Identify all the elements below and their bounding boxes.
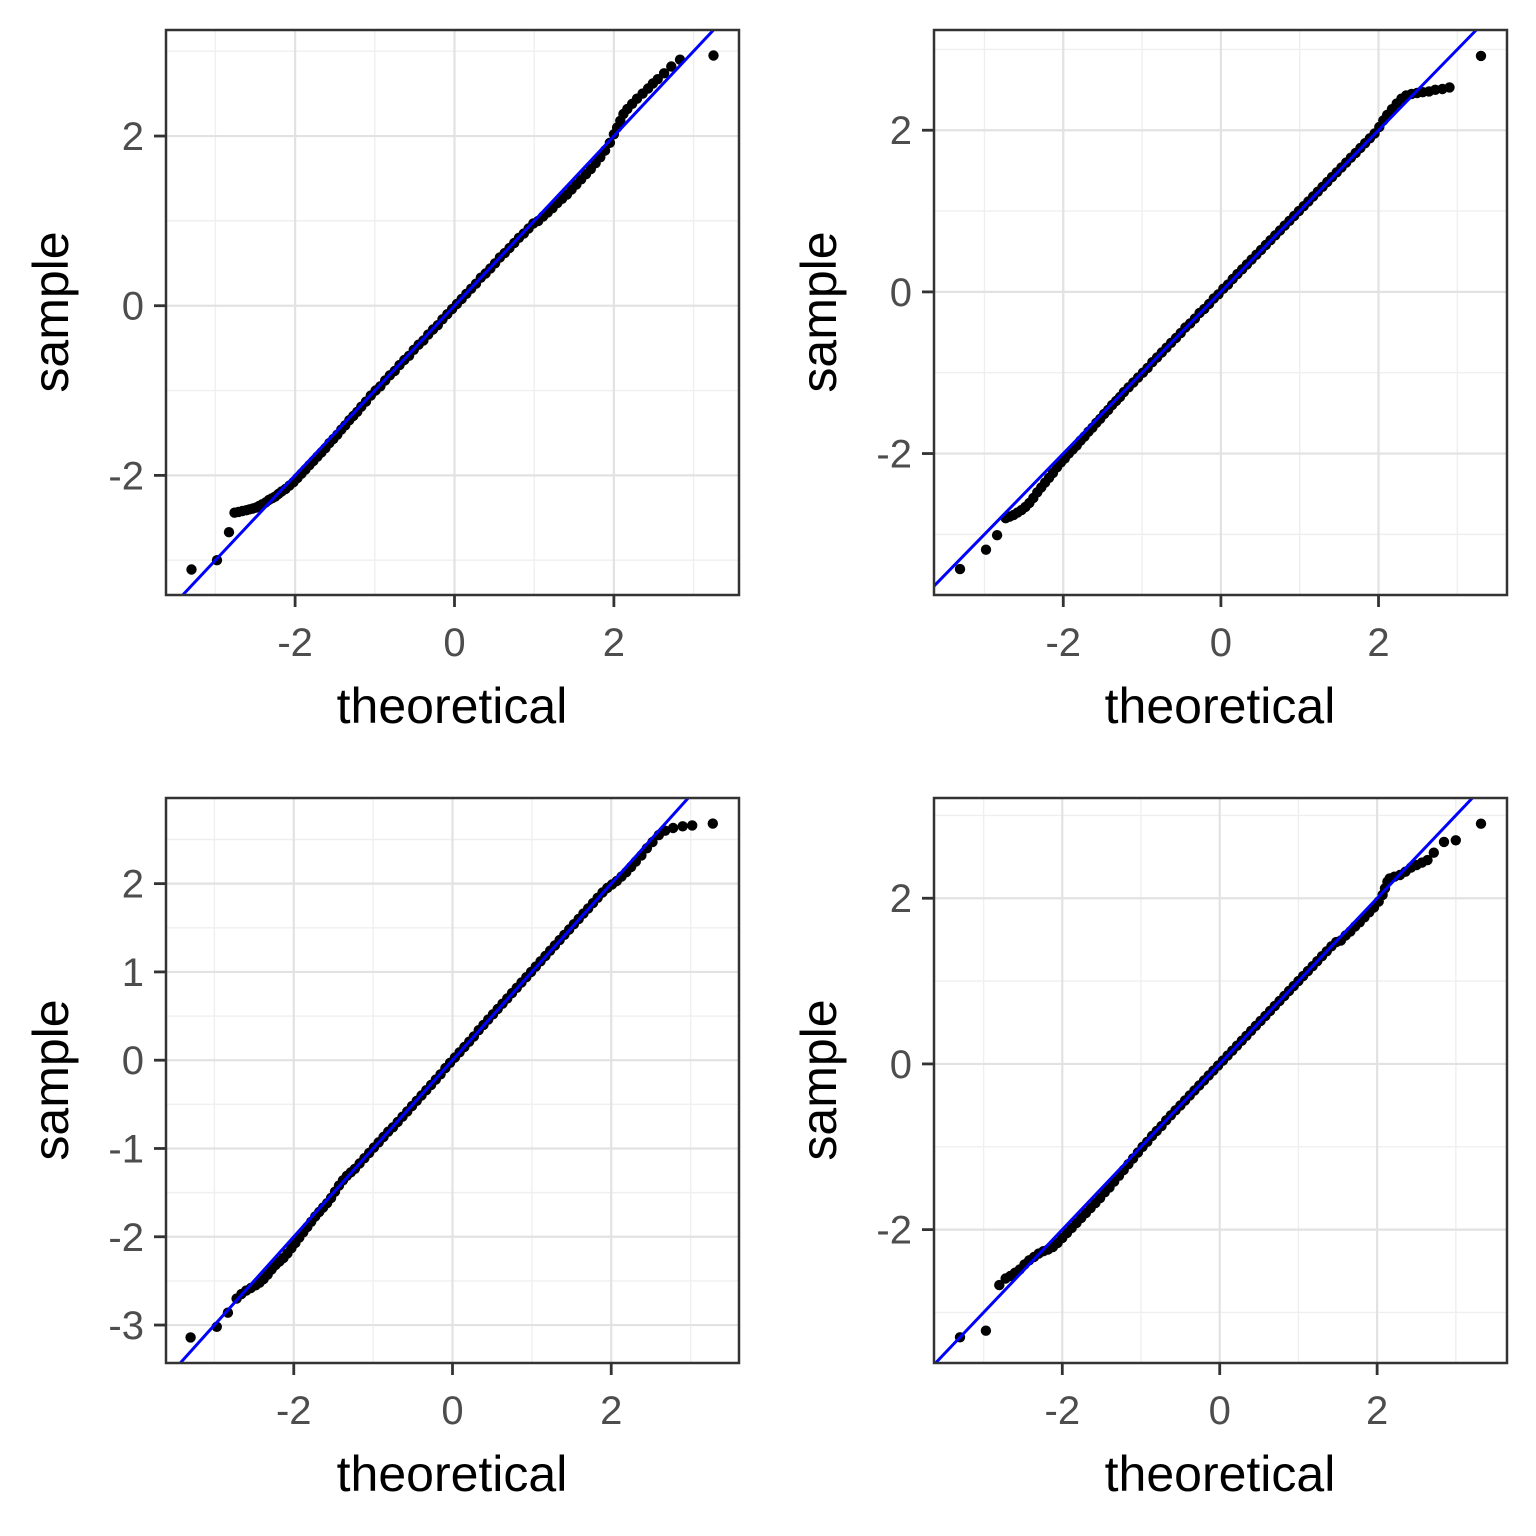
reference-line [179, 796, 690, 1365]
x-tick-label: -2 [277, 621, 313, 665]
data-point [980, 1325, 992, 1336]
data-point [708, 50, 719, 61]
x-tick-label: 0 [441, 1389, 463, 1433]
reference-line [932, 28, 1478, 588]
x-tick-label: 2 [1367, 621, 1389, 665]
qq-panel-bottom-right: -2 0 2 -2 0 2 theoretical sample [768, 768, 1536, 1536]
panel-border [164, 28, 741, 597]
qq-panel-top-right: -2 0 2 -2 0 2 theoretical sample [768, 0, 1536, 768]
x-tick-label: 2 [600, 1389, 622, 1433]
data-point [186, 564, 197, 575]
y-tick-label: 0 [890, 1043, 912, 1087]
data-point [991, 530, 1003, 541]
y-tick-label: -3 [108, 1304, 144, 1348]
y-tick-label: 2 [122, 115, 144, 159]
x-axis-title: theoretical [1105, 678, 1336, 734]
y-axis-title: sample [791, 231, 847, 392]
data-point [667, 822, 679, 834]
data-point [222, 1307, 234, 1318]
reference-line [181, 28, 715, 597]
x-tick-label: 2 [1366, 1389, 1388, 1433]
x-tick-label: -2 [276, 1389, 312, 1433]
x-tick-label: -2 [1045, 621, 1081, 665]
y-tick-label: 1 [122, 951, 144, 995]
y-axis-title: sample [791, 999, 847, 1160]
data-point [223, 527, 235, 538]
x-axis-title: theoretical [337, 1446, 568, 1502]
y-tick-label: -2 [108, 454, 144, 498]
qq-panel-top-left: -2 0 2 -2 0 2 theoretical sample [0, 0, 768, 768]
data-point [1475, 818, 1487, 829]
y-tick-label: -1 [108, 1127, 144, 1171]
y-tick-label: 0 [122, 285, 144, 329]
reference-line [934, 796, 1474, 1365]
qq-plot-canvas-top-left: -2 0 2 -2 0 2 theoretical sample [23, 28, 741, 734]
data-point [687, 820, 698, 831]
data-point [994, 1279, 1005, 1291]
y-tick-label: 2 [890, 109, 912, 153]
y-tick-label: 2 [122, 863, 144, 907]
x-tick-label: -2 [1045, 1389, 1081, 1433]
y-axis-title: sample [23, 231, 79, 392]
data-point [1450, 835, 1461, 846]
x-tick-label: 0 [443, 621, 465, 665]
data-point [666, 61, 677, 72]
qq-plot-canvas-top-right: -2 0 2 -2 0 2 theoretical sample [791, 28, 1509, 734]
y-tick-label: -2 [876, 1209, 912, 1253]
y-tick-label: -2 [876, 433, 912, 477]
data-point [677, 821, 688, 832]
y-axis-title: sample [23, 999, 79, 1160]
x-axis-title: theoretical [337, 678, 568, 734]
qq-plot-canvas-bottom-right: -2 0 2 -2 0 2 theoretical sample [791, 796, 1509, 1502]
data-point [604, 137, 616, 148]
data-point [954, 563, 966, 575]
data-point [185, 1332, 196, 1343]
y-tick-label: 0 [122, 1039, 144, 1083]
qq-plot-canvas-bottom-left: -3 -2 -1 0 1 2 -2 0 2 theoretical sample [23, 796, 741, 1502]
y-tick-label: 2 [890, 877, 912, 921]
y-tick-label: 0 [890, 271, 912, 315]
data-point [1438, 836, 1450, 848]
data-point [1475, 50, 1487, 62]
data-point [980, 544, 992, 555]
data-point [658, 68, 670, 79]
x-axis-title: theoretical [1105, 1446, 1336, 1502]
data-point [1444, 82, 1455, 93]
data-point [1428, 847, 1439, 858]
data-point [707, 818, 718, 829]
qq-panel-bottom-left: -3 -2 -1 0 1 2 -2 0 2 theoretical sample [0, 768, 768, 1536]
x-tick-label: 0 [1209, 1389, 1231, 1433]
x-tick-label: 2 [603, 621, 625, 665]
data-point [1422, 854, 1433, 866]
y-tick-label: -2 [108, 1216, 144, 1260]
x-tick-label: 0 [1210, 621, 1232, 665]
